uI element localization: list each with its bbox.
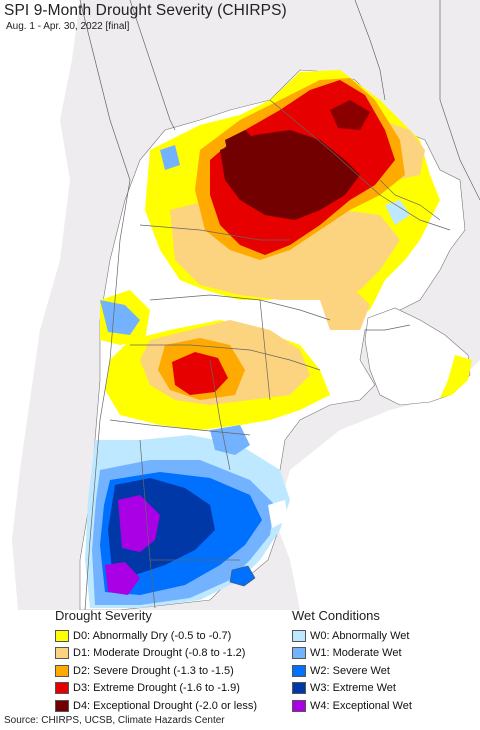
- neighbor-borders: [129, 0, 480, 201]
- swatch-w1: [292, 647, 306, 660]
- swatch-d3: [55, 682, 69, 695]
- map-title: SPI 9-Month Drought Severity (CHIRPS): [4, 2, 287, 19]
- w4-area-south: [118, 495, 160, 552]
- source-credit: Source: CHIRPS, UCSB, Climate Hazards Ce…: [4, 715, 225, 726]
- legend-label-w4: W4: Exceptional Wet: [310, 699, 412, 712]
- legend-label-d3: D3: Extreme Drought (-1.6 to -1.9): [73, 682, 240, 695]
- swatch-w3: [292, 682, 306, 695]
- legend-item-d1: D1: Moderate Drought (-0.8 to -1.2): [55, 645, 257, 663]
- legend-label-w3: W3: Extreme Wet: [310, 682, 396, 695]
- legend-item-w2: W2: Severe Wet: [292, 662, 412, 680]
- w1-area-west: [100, 300, 140, 335]
- legend-item-d0: D0: Abnormally Dry (-0.5 to -0.7): [55, 627, 257, 645]
- legend-item-w4: W4: Exceptional Wet: [292, 697, 412, 715]
- uruguay-dry-edge: [440, 355, 472, 398]
- map-subtitle: Aug. 1 - Apr. 30, 2022 [final]: [6, 21, 130, 32]
- island: [229, 565, 256, 587]
- legend-label-d0: D0: Abnormally Dry (-0.5 to -0.7): [73, 629, 232, 642]
- legend-item-w1: W1: Moderate Wet: [292, 645, 412, 663]
- legend-label-d1: D1: Moderate Drought (-0.8 to -1.2): [73, 647, 246, 660]
- atlantic-ocean: [275, 360, 480, 610]
- w0-area-central: [210, 425, 250, 455]
- swatch-w0: [292, 629, 306, 642]
- swatch-d4: [55, 699, 69, 712]
- swatch-d1: [55, 647, 69, 660]
- legend-label-w1: W1: Moderate Wet: [310, 647, 402, 660]
- legend-item-w3: W3: Extreme Wet: [292, 680, 412, 698]
- pacific-ocean: [0, 0, 80, 610]
- swatch-w2: [292, 664, 306, 677]
- legend-item-d4: D4: Exceptional Drought (-2.0 or less): [55, 697, 257, 715]
- w1-area-northwest: [160, 145, 180, 170]
- w4-area-southwest: [105, 562, 140, 595]
- swatch-w4: [292, 699, 306, 712]
- boundary-lines: [79, 0, 451, 610]
- d4-area-northeast: [330, 100, 370, 130]
- swatch-d0: [55, 629, 69, 642]
- legend-item-d2: D2: Severe Drought (-1.3 to -1.5): [55, 662, 257, 680]
- legend-wet-heading: Wet Conditions: [292, 608, 380, 623]
- d1-area-east: [320, 290, 370, 330]
- swatch-d2: [55, 664, 69, 677]
- legend-label-w2: W2: Severe Wet: [310, 664, 390, 677]
- w0-area-east: [385, 200, 410, 225]
- d4-area-northwest: [225, 130, 260, 160]
- legend-label-d2: D2: Severe Drought (-1.3 to -1.5): [73, 664, 234, 677]
- legend-item-w0: W0: Abnormally Wet: [292, 627, 412, 645]
- legend-drought: Drought Severity D0: Abnormally Dry (-0.…: [55, 608, 257, 715]
- legend-label-d4: D4: Exceptional Drought (-2.0 or less): [73, 699, 258, 712]
- legend-label-w0: W0: Abnormally Wet: [310, 629, 410, 642]
- coastal-bay: [268, 500, 288, 528]
- drought-map: [0, 0, 480, 610]
- legend-drought-heading: Drought Severity: [55, 608, 152, 623]
- legend-item-d3: D3: Extreme Drought (-1.6 to -1.9): [55, 680, 257, 698]
- legend-wet: Wet Conditions W0: Abnormally Wet W1: Mo…: [292, 608, 412, 715]
- d4-area-north: [220, 130, 360, 220]
